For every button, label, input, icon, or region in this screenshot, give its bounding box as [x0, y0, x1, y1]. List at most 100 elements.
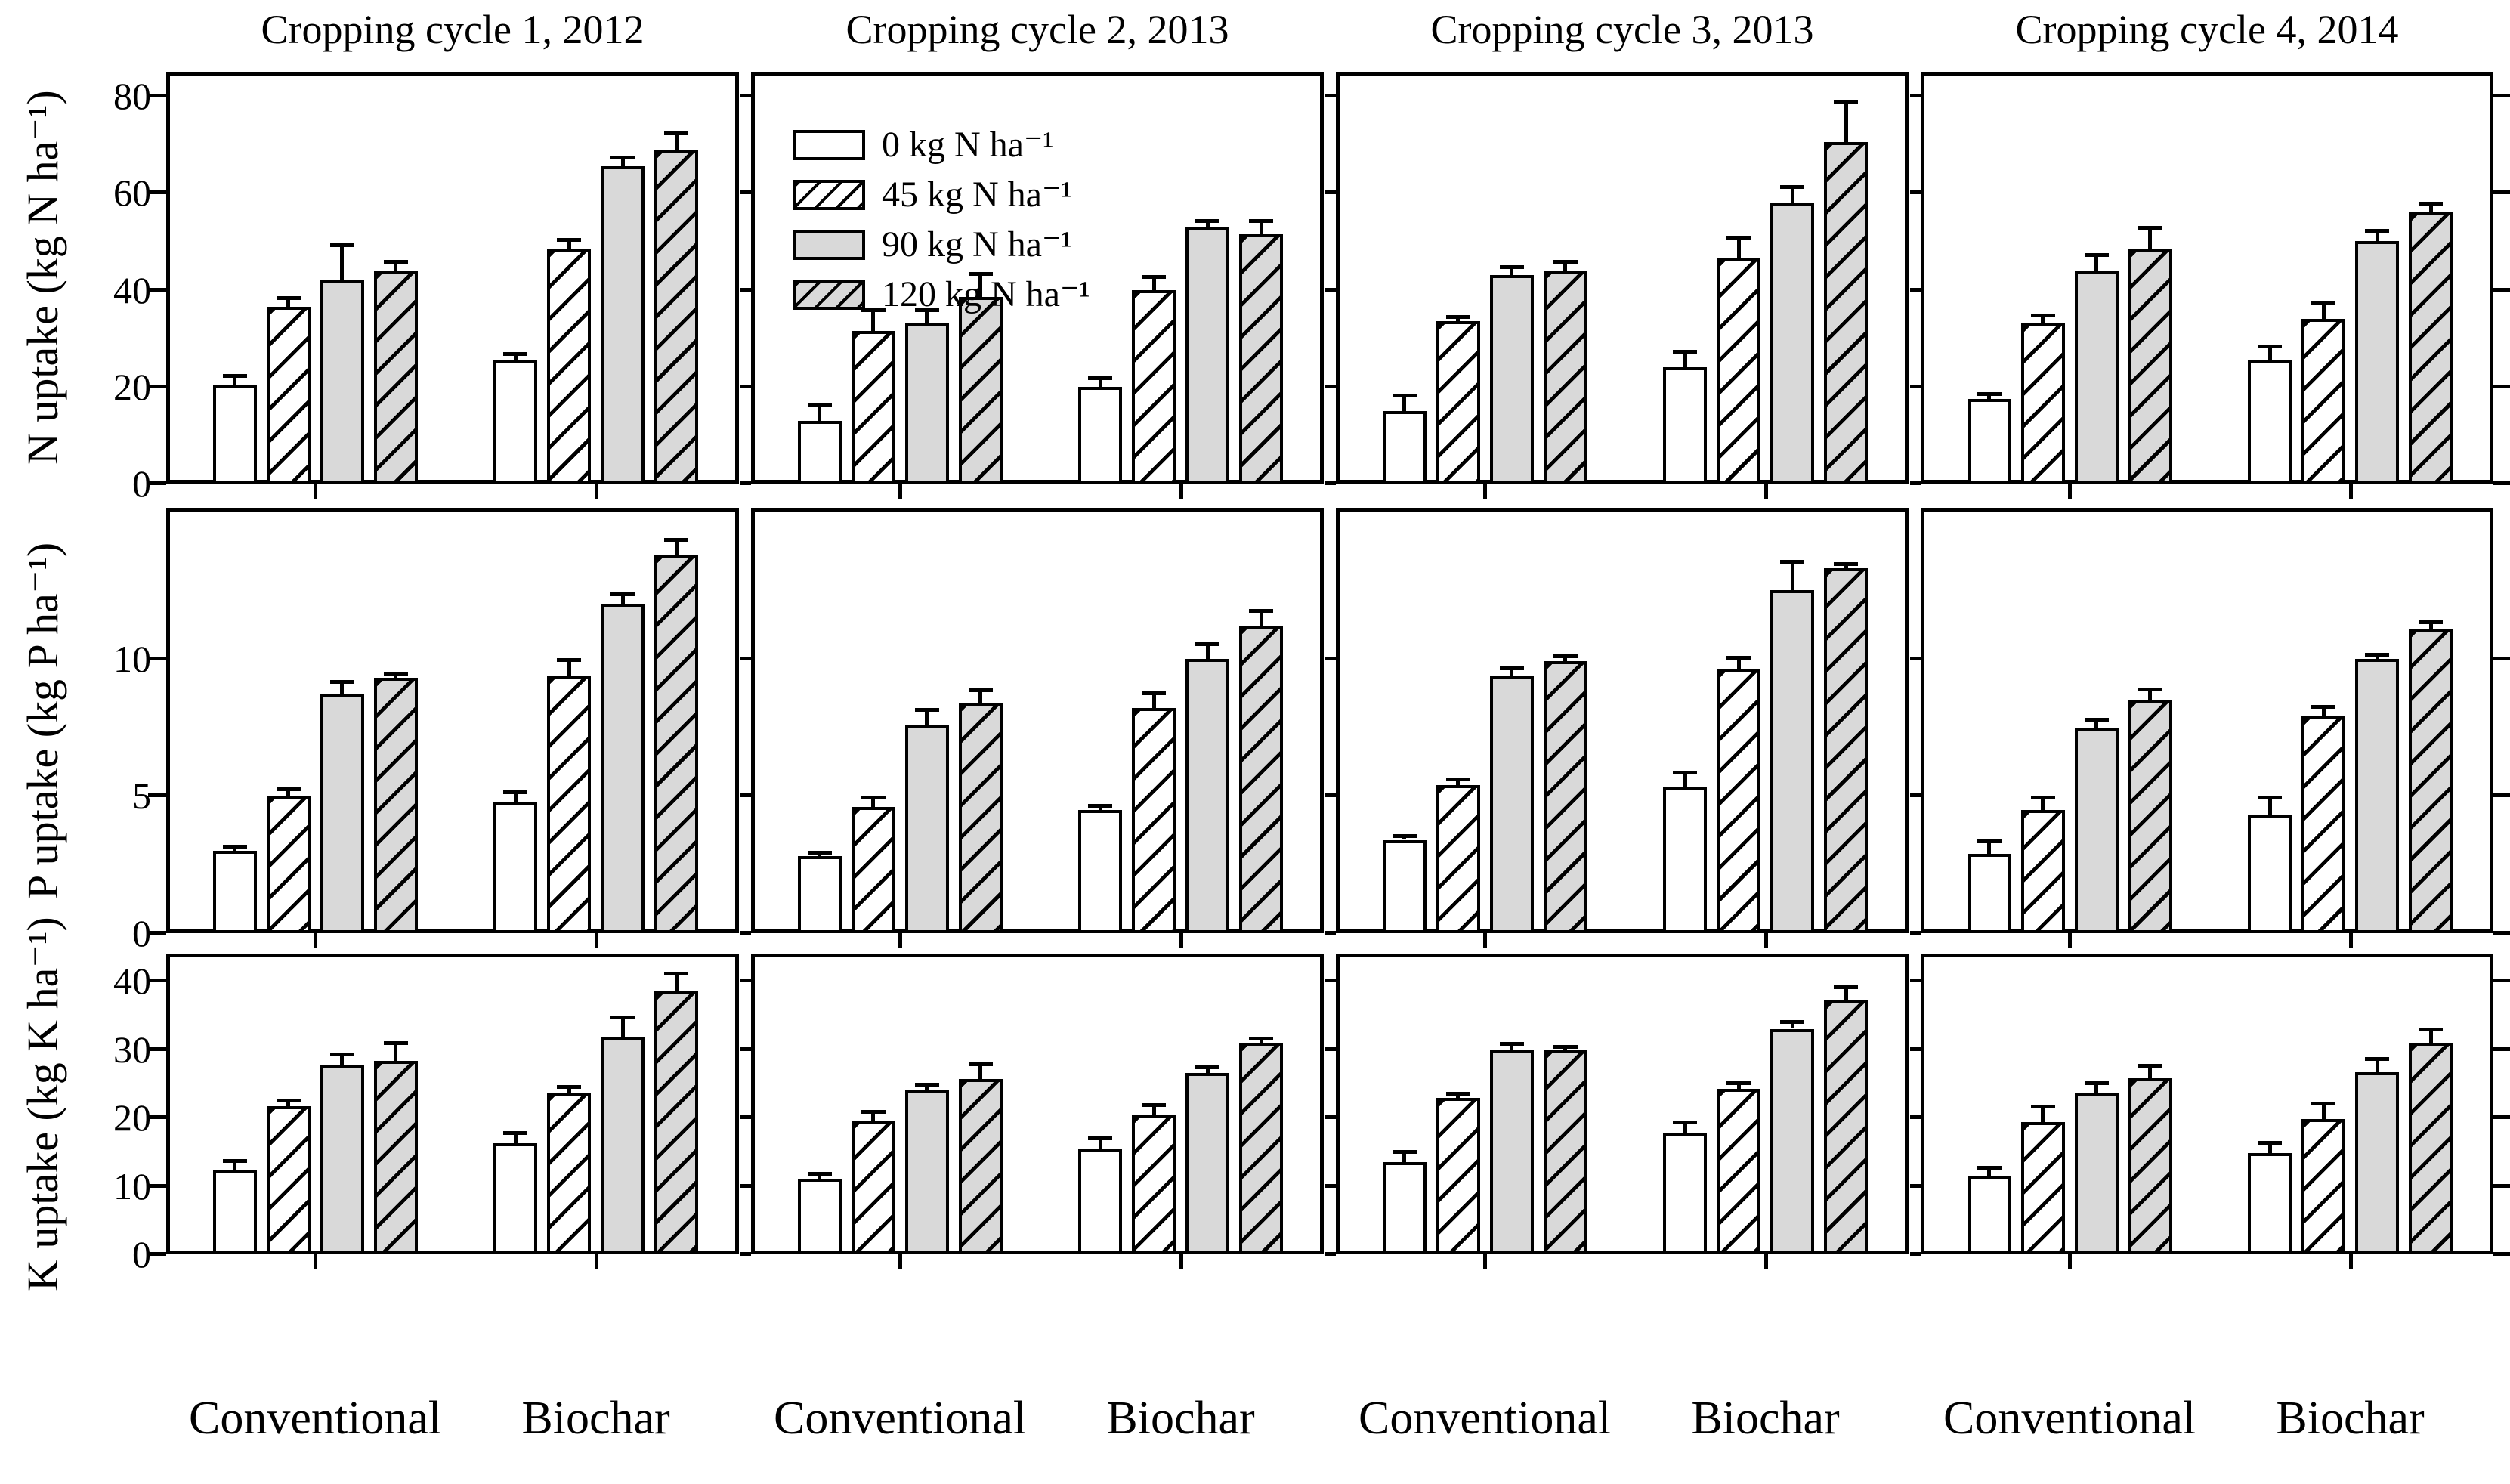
error-bar-stem	[1205, 1068, 1210, 1074]
x-tick-mark	[2068, 484, 2073, 499]
bar-biochar-n2	[1185, 1073, 1229, 1254]
y-tick-mark	[2493, 1183, 2510, 1188]
bar-conventional-n0	[1382, 1161, 1427, 1254]
error-bar-stem	[1456, 317, 1461, 322]
y-tick-label: 60	[113, 172, 151, 215]
error-bar-stem	[620, 159, 625, 167]
error-bar-cap	[1780, 559, 1804, 564]
error-bar-stem	[513, 355, 518, 360]
y-tick-mark	[740, 287, 751, 292]
error-bar-cap	[968, 1062, 993, 1067]
error-bar-cap	[2311, 301, 2335, 305]
error-bar-stem	[925, 311, 929, 324]
bar-conventional-n3	[2128, 700, 2172, 933]
error-bar-stem	[925, 1085, 929, 1090]
y-tick-mark	[1910, 656, 1921, 660]
error-bar-cap	[222, 373, 247, 378]
error-bar-cap	[861, 308, 886, 313]
x-tick-mark	[898, 933, 903, 948]
error-bar-stem	[1510, 1045, 1514, 1051]
error-bar-stem	[674, 540, 679, 555]
error-bar-stem	[2321, 1104, 2326, 1119]
error-bar-cap	[1726, 655, 1751, 660]
bar-conventional-n1	[1436, 784, 1480, 933]
y-tick-mark	[1910, 190, 1921, 195]
error-bar-stem	[871, 311, 876, 332]
error-bar-stem	[567, 241, 571, 249]
bar-conventional-n2	[2074, 270, 2119, 484]
error-bar-cap	[1726, 1081, 1751, 1085]
x-tick-mark	[2348, 933, 2353, 948]
error-bar-stem	[978, 1065, 983, 1079]
bar-conventional-n0	[1382, 410, 1427, 484]
error-bar-stem	[818, 1175, 822, 1179]
x-group-label: Conventional	[774, 1393, 1027, 1444]
error-bar-stem	[233, 376, 237, 385]
bar-conventional-n0	[1967, 1175, 2011, 1254]
y-tick-label: 80	[113, 75, 151, 118]
error-bar-cap	[968, 688, 993, 693]
bar-conventional-n3	[958, 702, 1003, 933]
legend-label: 120 kg N ha⁻¹	[882, 274, 1090, 314]
error-bar-stem	[567, 1088, 571, 1093]
error-bar-cap	[2258, 345, 2282, 349]
bar-conventional-n2	[1489, 1050, 1534, 1254]
error-bar-cap	[2030, 796, 2055, 800]
bar-biochar-n3	[1824, 567, 1868, 933]
error-bar-cap	[861, 796, 886, 800]
error-bar-stem	[2094, 720, 2099, 728]
error-bar-cap	[1195, 1065, 1219, 1069]
error-bar-stem	[978, 691, 983, 703]
error-bar-cap	[2030, 313, 2055, 317]
y-tick-mark	[2493, 190, 2510, 195]
y-tick-mark	[148, 287, 166, 292]
y-tick-label: 0	[132, 462, 151, 505]
y-tick-mark	[1325, 1252, 1336, 1256]
y-tick-mark	[1910, 1047, 1921, 1051]
bar-biochar-n2	[601, 1037, 645, 1254]
bar-conventional-n1	[1436, 321, 1480, 484]
bar-biochar-n2	[601, 166, 645, 484]
y-tick-mark	[740, 190, 751, 195]
error-bar-stem	[1683, 352, 1687, 368]
bar-biochar-n3	[654, 991, 698, 1254]
error-bar-stem	[2375, 231, 2379, 242]
error-bar-cap	[2258, 796, 2282, 800]
error-bar-stem	[1402, 1153, 1407, 1162]
y-tick-mark	[740, 979, 751, 983]
error-bar-cap	[2138, 226, 2162, 230]
y-tick-mark	[148, 481, 166, 485]
y-tick-mark	[1910, 287, 1921, 292]
error-bar-cap	[1834, 100, 1858, 104]
error-bar-cap	[1142, 1102, 1166, 1107]
error-bar-stem	[2094, 1084, 2099, 1093]
y-tick-mark	[148, 656, 166, 660]
error-bar-stem	[2148, 229, 2153, 249]
bar-biochar-n2	[1185, 658, 1229, 933]
error-bar-cap	[383, 1041, 408, 1046]
bar-conventional-n2	[904, 1090, 949, 1254]
x-group-label: Biochar	[1691, 1393, 1840, 1444]
error-bar-cap	[2311, 705, 2335, 710]
legend-label: 90 kg N ha⁻¹	[882, 224, 1072, 264]
error-bar-stem	[233, 848, 237, 852]
bar-biochar-n0	[1663, 787, 1707, 933]
y-tick-mark	[1910, 979, 1921, 983]
bar-biochar-n2	[1770, 1028, 1814, 1254]
y-tick-label: 30	[113, 1028, 151, 1071]
error-bar-stem	[674, 134, 679, 150]
bar-conventional-n2	[904, 724, 949, 933]
y-tick-mark	[740, 481, 751, 485]
error-bar-cap	[914, 1082, 939, 1087]
bar-conventional-n0	[212, 384, 257, 484]
y-tick-mark	[2493, 979, 2510, 983]
error-bar-cap	[1780, 1020, 1804, 1025]
error-bar-stem	[2267, 348, 2272, 360]
bar-biochar-n1	[2301, 716, 2345, 933]
y-tick-mark	[1325, 481, 1336, 485]
y-tick-mark	[740, 931, 751, 935]
error-bar-stem	[513, 793, 518, 802]
x-group-label: Conventional	[189, 1393, 442, 1444]
bar-conventional-n2	[1489, 675, 1534, 933]
bar-conventional-n1	[1436, 1097, 1480, 1254]
